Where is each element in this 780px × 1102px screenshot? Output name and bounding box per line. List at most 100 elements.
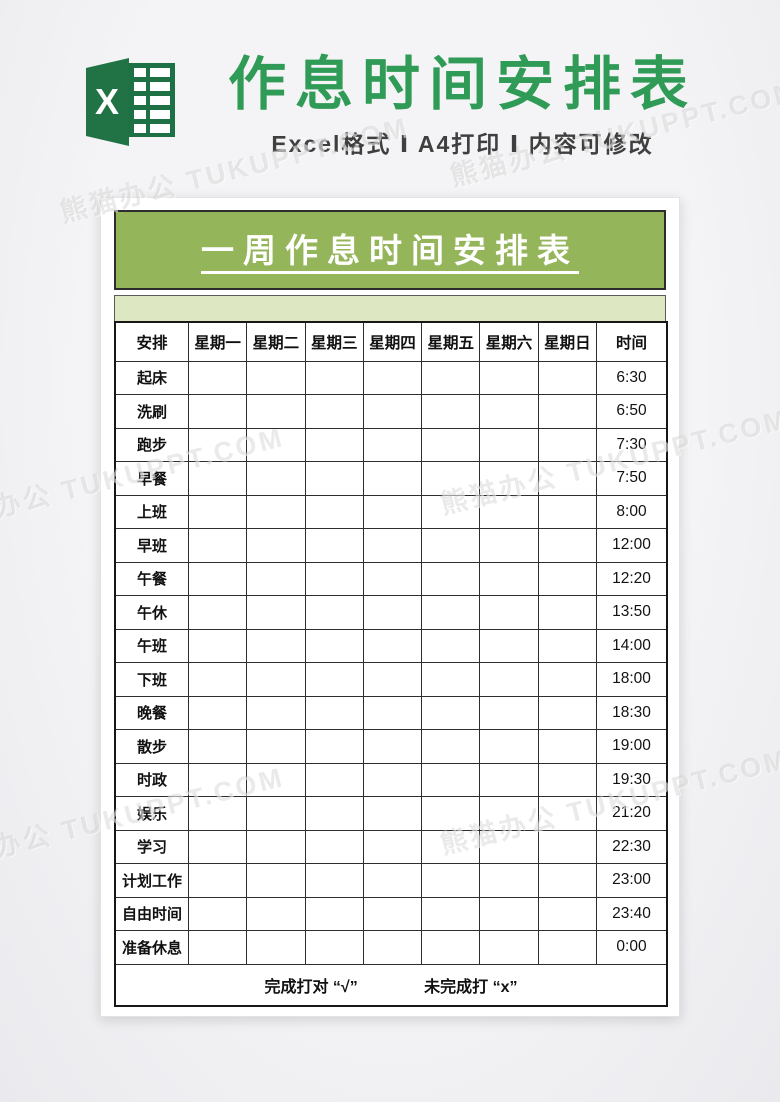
table-row: 学习 22:30 (114, 829, 668, 864)
column-header: 星期四 (362, 321, 423, 362)
day-cell (421, 762, 481, 797)
column-header: 安排 (114, 321, 189, 362)
time-cell: 14:00 (596, 628, 668, 663)
table-row: 准备休息 0:00 (114, 930, 668, 965)
activity-cell: 午休 (114, 595, 189, 630)
day-cell (362, 427, 423, 462)
legend-done: 完成打对 “√” (264, 978, 358, 996)
activity-cell: 早班 (114, 528, 189, 563)
day-cell (304, 360, 364, 395)
day-cell (187, 896, 248, 931)
day-cell (537, 561, 598, 596)
day-cell (246, 762, 306, 797)
time-cell: 0:00 (596, 930, 668, 965)
day-cell (246, 729, 306, 764)
day-cell (187, 528, 248, 563)
day-cell (362, 829, 423, 864)
day-cell (362, 360, 423, 395)
activity-cell: 学习 (114, 829, 189, 864)
day-cell (362, 796, 423, 831)
day-cell (304, 796, 364, 831)
day-cell (537, 695, 598, 730)
day-cell (479, 561, 539, 596)
day-cell (421, 461, 481, 496)
day-cell (537, 930, 598, 965)
day-cell (304, 427, 364, 462)
day-cell (187, 461, 248, 496)
day-cell (362, 762, 423, 797)
table-row: 晚餐 18:30 (114, 695, 668, 730)
day-cell (479, 628, 539, 663)
legend-cell: 完成打对 “√” 未完成打 “x” (114, 963, 668, 1007)
day-cell (421, 695, 481, 730)
day-cell (537, 394, 598, 429)
day-cell (304, 729, 364, 764)
table-row: 起床 6:30 (114, 360, 668, 395)
time-cell: 22:30 (596, 829, 668, 864)
day-cell (421, 528, 481, 563)
day-cell (304, 561, 364, 596)
page-subtitle: Excel格式 Ⅰ A4打印 Ⅰ 内容可修改 (271, 130, 654, 157)
activity-cell: 午班 (114, 628, 189, 663)
day-cell (362, 863, 423, 898)
day-cell (362, 896, 423, 931)
day-cell (479, 796, 539, 831)
day-cell (479, 360, 539, 395)
activity-cell: 洗刷 (114, 394, 189, 429)
table-body: 起床 6:30 洗刷 6:50 跑步 7:30 早餐 7:50 上班 8:00 早班 12:00 午餐 1… (114, 360, 668, 965)
day-cell (187, 561, 248, 596)
time-cell: 6:30 (596, 360, 668, 395)
day-cell (421, 662, 481, 697)
day-cell (187, 628, 248, 663)
day-cell (362, 394, 423, 429)
day-cell (304, 461, 364, 496)
day-cell (187, 662, 248, 697)
day-cell (246, 896, 306, 931)
day-cell (421, 829, 481, 864)
day-cell (187, 729, 248, 764)
day-cell (304, 762, 364, 797)
table-header-row: 安排 星期一 星期二 星期三 星期四 星期五 星期六 星期日 时间 (114, 321, 668, 362)
day-cell (479, 394, 539, 429)
day-cell (421, 394, 481, 429)
day-cell (187, 829, 248, 864)
day-cell (479, 528, 539, 563)
day-cell (187, 796, 248, 831)
table-footer-row: 完成打对 “√” 未完成打 “x” (114, 963, 668, 1007)
day-cell (537, 863, 598, 898)
day-cell (304, 628, 364, 663)
time-cell: 19:00 (596, 729, 668, 764)
day-cell (187, 695, 248, 730)
day-cell (421, 930, 481, 965)
day-cell (187, 930, 248, 965)
time-cell: 18:30 (596, 695, 668, 730)
document-preview: 一周作息时间安排表 安排 星期一 星期二 星期三 星期四 星期五 星期六 星期日 时间 起床 6:… (100, 197, 680, 1017)
day-cell (246, 628, 306, 663)
day-cell (537, 829, 598, 864)
day-cell (479, 729, 539, 764)
promo-header: X 作息时间安排表 Excel格式 Ⅰ A4打印 Ⅰ 内容可修改 (0, 0, 780, 159)
day-cell (187, 762, 248, 797)
day-cell (304, 896, 364, 931)
day-cell (304, 494, 364, 529)
day-cell (421, 494, 481, 529)
day-cell (187, 494, 248, 529)
activity-cell: 午餐 (114, 561, 189, 596)
time-cell: 12:00 (596, 528, 668, 563)
day-cell (537, 896, 598, 931)
day-cell (362, 595, 423, 630)
day-cell (246, 427, 306, 462)
table-row: 早餐 7:50 (114, 461, 668, 496)
table-row: 跑步 7:30 (114, 427, 668, 462)
activity-cell: 准备休息 (114, 930, 189, 965)
subheader-band (114, 295, 666, 321)
day-cell (304, 930, 364, 965)
day-cell (537, 494, 598, 529)
day-cell (537, 628, 598, 663)
day-cell (304, 394, 364, 429)
day-cell (479, 896, 539, 931)
day-cell (537, 528, 598, 563)
table-row: 午餐 12:20 (114, 561, 668, 596)
day-cell (187, 360, 248, 395)
day-cell (362, 494, 423, 529)
